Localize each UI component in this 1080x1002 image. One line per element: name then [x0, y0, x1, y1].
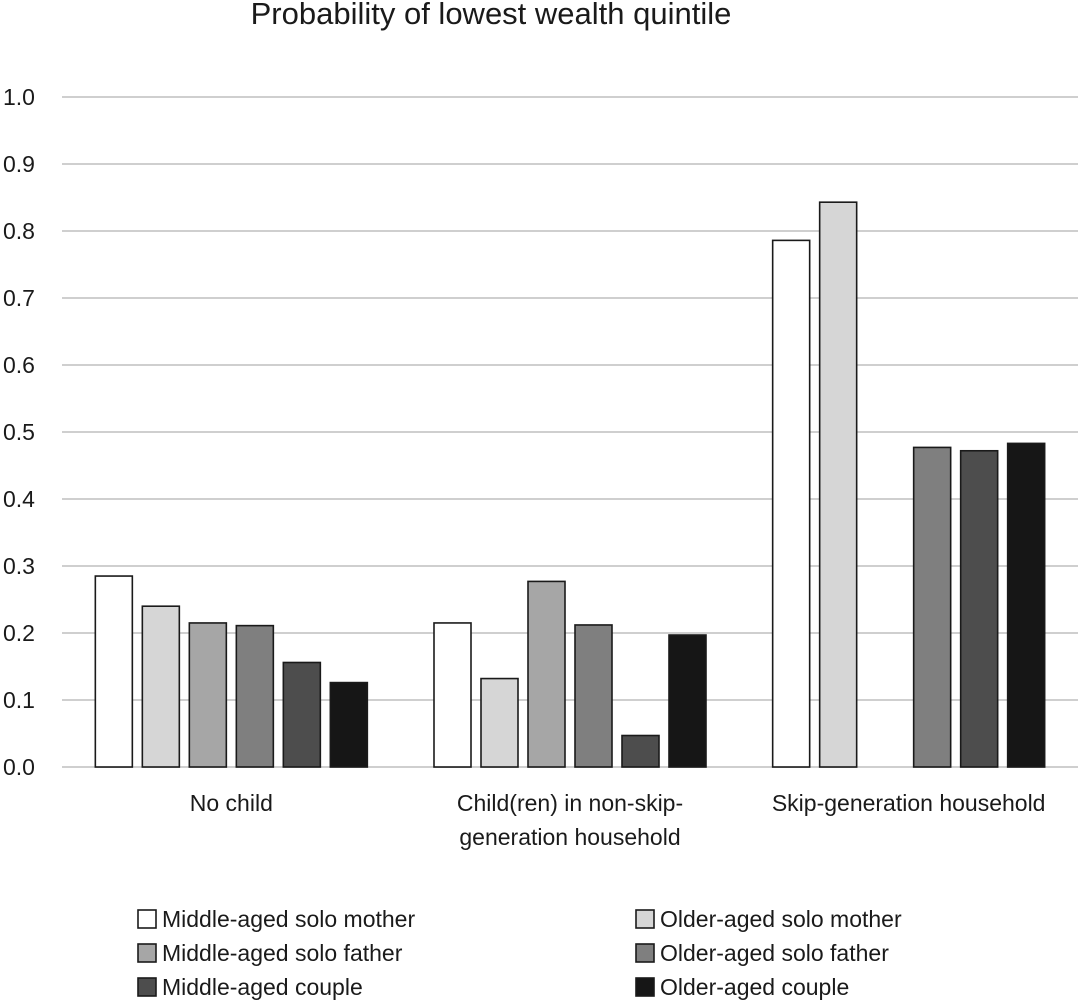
bar — [527, 580, 566, 768]
legend-label: Middle-aged solo father — [162, 940, 403, 966]
y-tick-label: 0.9 — [3, 151, 35, 177]
y-tick-label: 0.5 — [3, 419, 35, 445]
legend-item: Middle-aged couple — [137, 974, 363, 1000]
chart-title: Probability of lowest wealth quintile — [251, 0, 732, 31]
bar — [771, 239, 811, 768]
gridlines — [62, 96, 1078, 768]
x-category-label: generation household — [459, 824, 680, 850]
y-tick-label: 1.0 — [3, 84, 35, 110]
legend-label: Middle-aged couple — [162, 974, 363, 1000]
legend-label: Middle-aged solo mother — [162, 906, 415, 932]
y-tick-label: 0.8 — [3, 218, 35, 244]
legend-swatch — [137, 943, 157, 963]
y-axis-ticks: 0.0 0.1 0.2 0.3 0.4 0.5 0.6 0.7 0.8 0.9 1.0 — [3, 84, 35, 780]
bar — [621, 734, 660, 768]
legend-label: Older-aged couple — [660, 974, 849, 1000]
bar — [574, 624, 613, 768]
legend-item: Older-aged solo mother — [635, 906, 902, 932]
bar — [959, 449, 999, 768]
y-tick-label: 0.2 — [3, 620, 35, 646]
x-category-label: No child — [190, 790, 273, 816]
bar — [188, 622, 228, 768]
bar — [141, 605, 181, 768]
bars — [94, 201, 1046, 768]
x-axis-categories: No child Child(ren) in non-skip-generatio… — [190, 790, 1046, 850]
y-tick-label: 0.3 — [3, 553, 35, 579]
legend-label: Older-aged solo father — [660, 940, 889, 966]
x-category-label: Skip-generation household — [772, 790, 1046, 816]
legend: Middle-aged solo mother Older-aged solo m… — [137, 906, 902, 1000]
y-tick-label: 0.7 — [3, 285, 35, 311]
legend-swatch — [635, 909, 655, 929]
legend-swatch — [635, 977, 655, 997]
x-category-label: Child(ren) in non-skip- — [457, 790, 683, 816]
bar — [94, 575, 134, 768]
legend-item: Older-aged solo father — [635, 940, 889, 966]
legend-item: Older-aged couple — [635, 974, 849, 1000]
bar — [433, 622, 472, 768]
y-tick-label: 0.1 — [3, 687, 35, 713]
legend-item: Middle-aged solo mother — [137, 906, 415, 932]
legend-swatch — [137, 977, 157, 997]
bar — [818, 201, 858, 768]
bar — [329, 681, 369, 768]
y-tick-label: 0.4 — [3, 486, 35, 512]
bar — [1006, 442, 1046, 768]
legend-label: Older-aged solo mother — [660, 906, 902, 932]
y-tick-label: 0.6 — [3, 352, 35, 378]
bar — [668, 634, 707, 768]
legend-swatch — [635, 943, 655, 963]
legend-item: Middle-aged solo father — [137, 940, 403, 966]
bar — [235, 624, 275, 768]
bar — [282, 661, 322, 768]
bar — [912, 446, 952, 768]
y-tick-label: 0.0 — [3, 754, 35, 780]
legend-swatch — [137, 909, 157, 929]
bar — [480, 677, 519, 768]
